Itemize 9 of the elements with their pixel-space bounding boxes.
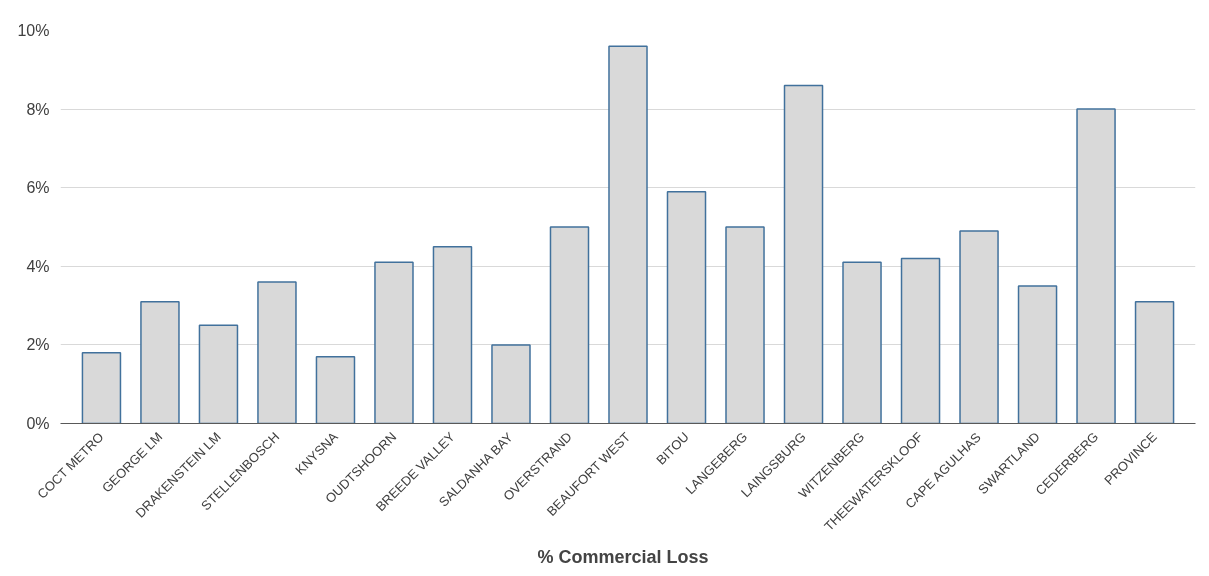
x-axis-title: % Commercial Loss <box>537 547 709 568</box>
y-tick-label: 2% <box>26 336 50 354</box>
bar <box>315 355 356 424</box>
y-tick-label: 0% <box>26 415 50 432</box>
y-tick-label: 10% <box>17 22 50 39</box>
y-tick-label: 4% <box>26 257 50 275</box>
y-tick-label: 8% <box>26 100 50 118</box>
bar <box>81 352 122 424</box>
y-tick-label: 6% <box>26 179 50 197</box>
